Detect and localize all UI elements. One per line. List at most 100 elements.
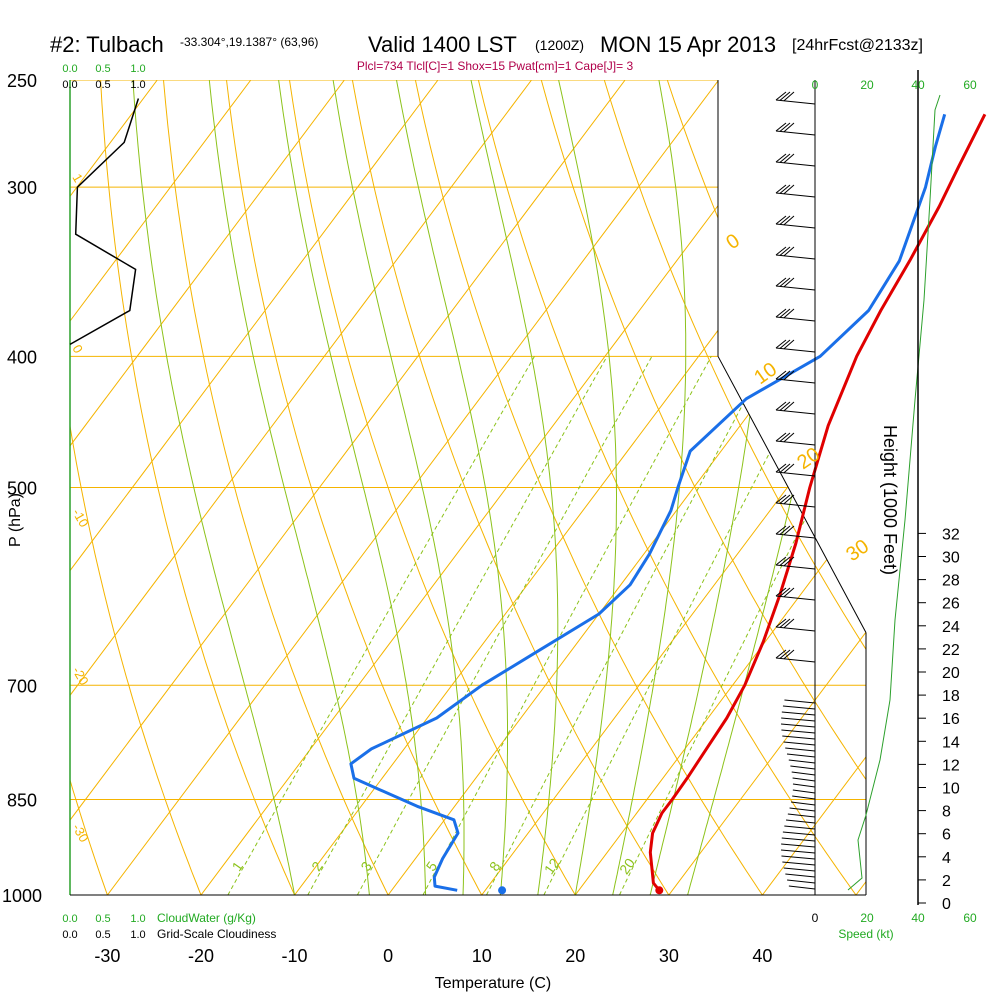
speed-top-tick: 60 <box>963 78 977 92</box>
height-tick-label: 2 <box>942 873 951 890</box>
isotherm-line <box>200 80 813 895</box>
isotherm-line <box>107 80 720 895</box>
speed-bottom-tick: 60 <box>963 911 977 925</box>
dry-adiabat-line <box>540 80 866 895</box>
wind-barb-flag <box>779 525 791 535</box>
wind-barb-flag <box>775 649 787 659</box>
wind-barb <box>788 759 816 764</box>
left-label: -30 <box>69 821 91 845</box>
wind-barb-flag <box>783 91 795 102</box>
temperature-tick-label: -10 <box>282 946 308 966</box>
wind-barb-flag <box>783 122 795 133</box>
pressure-tick-label: 300 <box>7 178 37 198</box>
isotherm-line <box>762 80 866 895</box>
wind-barb-flag <box>775 339 787 349</box>
moist-adiabat-line <box>612 80 687 895</box>
wind-barb-flag <box>783 215 795 226</box>
moist-adiabat-line <box>558 80 617 895</box>
wind-barb-flag <box>783 277 795 288</box>
wind-barb <box>790 765 816 770</box>
isotherm-line <box>387 80 866 895</box>
temperature-tick-label: -20 <box>188 946 214 966</box>
speed-bottom-tick: 0 <box>812 911 819 925</box>
height-tick-label: 16 <box>942 711 960 728</box>
cloudiness-top-tick: 0.0 <box>62 79 77 91</box>
wind-barb-flag <box>783 246 795 257</box>
wind-barb-flag <box>779 432 791 442</box>
dry-adiabat-line <box>70 80 202 895</box>
wind-barb <box>775 285 816 291</box>
left-label: 1 <box>69 171 86 185</box>
wind-barb-flag <box>779 91 791 101</box>
wind-barb <box>775 316 816 322</box>
cloudwater-title: CloudWater (g/Kg) <box>157 911 256 925</box>
pressure-tick-label: 400 <box>7 347 37 367</box>
isotherm-line <box>70 80 439 895</box>
mixing-ratio-line <box>356 356 653 895</box>
wind-barb-flag <box>779 215 791 225</box>
isotherm-line <box>855 80 866 895</box>
speed-top-tick: 40 <box>911 78 925 92</box>
wind-barb-flag <box>779 587 791 597</box>
wind-barb-flag <box>775 308 787 318</box>
wind-barb-flag <box>779 277 791 287</box>
wind-barb-flag <box>775 246 787 256</box>
wind-barb-flag <box>775 587 787 597</box>
height-tick-label: 0 <box>942 896 951 913</box>
mixing-ratio-line <box>422 356 712 895</box>
isotherm-label: 0 <box>722 230 744 254</box>
wind-barb <box>775 223 816 229</box>
wind-barb-flag <box>779 122 791 132</box>
pressure-tick-label: 250 <box>7 71 37 91</box>
cloudwater-bottom-tick: 0.5 <box>95 913 110 925</box>
wind-barb <box>780 723 816 728</box>
dry-adiabat-line <box>100 80 296 895</box>
wind-barb <box>775 657 816 663</box>
wind-barb <box>782 705 816 710</box>
wind-barb-flag <box>783 370 795 381</box>
wind-barb-flag <box>775 463 787 473</box>
cloudiness-top-tick: 1.0 <box>130 79 145 91</box>
wind-barb-flag <box>775 432 787 442</box>
wind-barb-flag <box>775 184 787 194</box>
isotherm-line <box>668 80 866 895</box>
height-tick-label: 6 <box>942 827 951 844</box>
mixing-ratio-line <box>619 356 866 895</box>
wind-barb-flag <box>779 401 791 411</box>
wind-barb <box>781 837 816 842</box>
wind-barb <box>775 130 816 136</box>
wind-barb-flag <box>783 463 795 474</box>
mixing-ratio-label: 1 <box>228 858 246 874</box>
mixing-ratio-label: 8 <box>486 858 504 874</box>
mixing-ratio-label: 3 <box>357 858 375 874</box>
diagonal-border-line <box>717 356 867 633</box>
wind-barb-flag <box>775 122 787 132</box>
speed-axis-title: Speed (kt) <box>838 927 893 941</box>
wind-barb-flag <box>779 556 791 566</box>
wind-barb <box>787 879 816 884</box>
height-tick-label: 30 <box>942 550 960 567</box>
wind-barb-flag <box>779 618 791 628</box>
speed-bottom-tick: 40 <box>911 911 925 925</box>
wind-barb-flag <box>783 525 795 536</box>
cloudwater-bottom-tick: 0.0 <box>62 913 77 925</box>
dry-adiabat-line <box>477 80 857 895</box>
wind-barb <box>775 254 816 260</box>
speed-profile-line <box>847 94 941 891</box>
dry-adiabat-line <box>603 80 866 895</box>
wind-barb <box>784 699 816 704</box>
wind-barb <box>775 192 816 198</box>
mixing-ratio-line <box>486 356 769 895</box>
isotherm-label: 20 <box>793 443 824 474</box>
dry-adiabat-line <box>70 80 108 895</box>
wind-barb <box>775 471 816 477</box>
mixing-ratio-line <box>227 356 535 895</box>
wind-barb <box>775 626 816 632</box>
wind-barb <box>792 789 816 794</box>
mixing-ratio-label: 20 <box>616 855 638 877</box>
wind-barb-flag <box>783 618 795 629</box>
valid-date: MON 15 Apr 2013 <box>600 32 776 57</box>
temperature-tick-label: 30 <box>659 946 679 966</box>
wind-barb-flag <box>783 649 795 660</box>
